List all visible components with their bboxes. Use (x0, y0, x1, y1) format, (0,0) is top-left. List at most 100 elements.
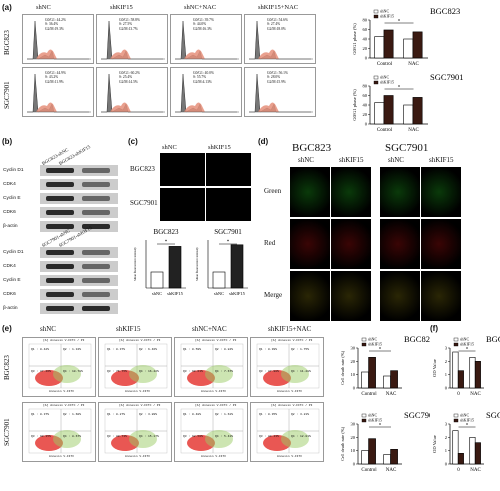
d-cell-line-1: BGC823 (292, 142, 332, 154)
b-top-blot-1 (40, 165, 118, 176)
e-quadrant-4: Q4 : 7.67% (215, 370, 234, 373)
e-dotplot-2-2: [A] Annexin V-FITC / PI Q1 : 0.27% Q2 : 3.… (98, 402, 172, 462)
panel-b-label: (b) (2, 137, 13, 146)
e-dotplot-scatter (104, 343, 168, 389)
e-quadrant-3: Q3 : 87.98% (259, 370, 279, 373)
bar-legend-label-5-1: shNC (460, 337, 469, 342)
a-stat-line: S: 36.4% (45, 22, 59, 27)
a-stat-line: G2/M:16.3% (193, 26, 212, 31)
band-right (82, 306, 110, 311)
c-col-label-1: shNC (162, 144, 177, 151)
d-col-label-1: shNC (298, 156, 314, 164)
e-quadrant-4: Q4 : 10.78% (63, 370, 83, 373)
e-dotplot-1-2: [A] Annexin V-FITC / PI Q1 : 0.37% Q2 : 6.… (98, 337, 172, 397)
bar-chart-ytick-3-3: 20 (351, 359, 356, 364)
bar-chart-ytick-1-1: 0 (365, 56, 368, 61)
bar-legend-swatch-6-2 (453, 418, 459, 423)
bar-chart-ytick-4-1: 0 (353, 462, 356, 467)
bar-chart-cat-5-1: 0 (457, 392, 460, 397)
a-stat-line: G2/M:14.5% (119, 79, 138, 84)
bar-chart-ylabel-2: G0/G1 phase (%) (352, 89, 357, 121)
band-right (82, 264, 110, 269)
e-dotplot-scatter (104, 408, 168, 454)
a-stats-2-1: G0/G1: 44.9% S: 43.2% G2/M:11.9% (45, 71, 66, 84)
c-mini-ylabel-2: Mean fluorescence intensity (195, 247, 199, 281)
d-col-label-3: shNC (388, 156, 404, 164)
a-col-label-3: shNC+NAC (184, 4, 217, 11)
band-left (46, 168, 74, 173)
bar-chart-ytick-2-5: 80 (363, 84, 368, 89)
d-row-label-3: Merge (264, 291, 283, 299)
bar-chart-ylabel-3: Cell death rate (%) (340, 350, 345, 385)
a-stat-line: G0/G1: 44.2% (45, 18, 66, 22)
bar-1-2-2 (412, 31, 423, 59)
bar-1-2-1 (403, 38, 414, 59)
bar-chart-cat-1-1: Control (377, 62, 393, 67)
bar-chart-cat-2-1: Control (377, 128, 393, 133)
bar-chart-sig-1: * (398, 20, 401, 25)
bar-4-2-2 (390, 449, 398, 465)
a-histogram-2-4: G0/G1: 56.1% S: 28.0% G2/M:15.9% (244, 67, 316, 117)
bar-2-1-1 (374, 102, 385, 125)
bar-chart-sig-3: * (379, 348, 382, 353)
bar-chart-ytick-5-3: 2 (445, 359, 447, 364)
d-image-3-2 (331, 271, 371, 321)
b-bottom-protein-label-4: CDK6 (3, 292, 16, 297)
e-xaxis-label: Annexin V-FITC (49, 390, 75, 393)
e-quadrant-1: Q1 : 0.27% (107, 413, 126, 416)
e-dotplot-header: [A] Annexin V-FITC / PI (271, 339, 313, 342)
a-histogram-plot (249, 73, 313, 113)
e-dotplot-scatter (28, 343, 92, 389)
c-micro-sgc7901-shkif15 (206, 188, 251, 221)
b-top-blot-2 (40, 179, 118, 190)
c-mini-title-2: SGC7901 (214, 228, 242, 236)
c-mini-bar-2-1 (212, 271, 226, 289)
a-histogram-2-1: G0/G1: 44.9% S: 43.2% G2/M:11.9% (22, 67, 94, 117)
b-top-blot-3 (40, 193, 118, 204)
b-top-protein-label-4: CDK6 (3, 210, 16, 215)
bar-chart-ytick-2-3: 40 (363, 103, 368, 108)
e-xaxis-label: Annexin V-FITC (49, 455, 75, 458)
e-dotplot-2-1: [A] Annexin V-FITC / PI Q1 : 0.37% Q2 : 1.… (22, 402, 96, 462)
bar-chart-cat-6-2: NAC (470, 468, 481, 473)
a-col-label-2: shKIF15 (110, 4, 133, 11)
a-stat-line: G2/M:4.13% (193, 79, 212, 84)
a-stat-line: G0/G1: 56.1% (267, 71, 288, 75)
a-histogram-1-3: G0/G1: 39.7% S: 44.0% G2/M:16.3% (170, 14, 242, 64)
bar-5-2-1 (469, 357, 476, 389)
e-quadrant-2: Q2 : 0.84% (215, 348, 234, 351)
band-right (82, 224, 110, 229)
a-histogram-1-4: G0/G1: 54.6% S: 27.4% G2/M:18.0% (244, 14, 316, 64)
panel-d-label: (d) (258, 137, 269, 146)
a-stats-1-4: G0/G1: 54.6% S: 27.4% G2/M:18.0% (267, 18, 288, 31)
band-left (46, 306, 74, 311)
a-stat-line: G0/G1: 54.6% (267, 18, 288, 22)
a-row-label-1: BGC823 (3, 30, 11, 56)
bar-chart-sig-5: * (466, 348, 469, 353)
bar-chart-ytick-2-2: 20 (363, 112, 368, 117)
e-dotplot-header: [A] Annexin V-FITC / PI (43, 404, 85, 407)
b-top-protein-label-3: Cyclin E (3, 196, 21, 201)
bar-chart-title-4: SGC7901 (404, 410, 430, 420)
panel-f-label: (f) (430, 324, 438, 333)
c-micro-bgc823-shkif15 (206, 153, 251, 186)
bar-5-1-2 (457, 370, 464, 389)
bar-chart-ytick-6-1: 0 (445, 462, 448, 467)
bar-chart-ytick-4-3: 20 (351, 435, 356, 440)
d-image-3-4 (421, 271, 461, 321)
bar-legend-label-3-2: shKIF15 (368, 342, 382, 347)
a-stats-1-1: G0/G1: 44.2% S: 36.4% G2/M:19.3% (45, 18, 66, 31)
a-stat-line: G2/M:15.9% (267, 79, 286, 84)
bar-chart-ytick-6-4: 3 (445, 422, 448, 427)
c-mini-bar-1-2 (168, 246, 182, 289)
d-image-1-2 (331, 167, 371, 217)
bar-legend-label-4-2: shKIF15 (368, 418, 382, 423)
d-image-3-1 (290, 271, 330, 321)
bar-4-1-1 (361, 450, 369, 465)
b-bottom-protein-label-1: Cyclin D1 (3, 250, 24, 255)
e-quadrant-3: Q3 : 80.73% (107, 435, 127, 438)
c-mini-title-1: BGC823 (154, 228, 179, 236)
a-stat-line: G2/M:13.7% (119, 26, 138, 31)
c-mini-cat-1-2: shKIF15 (167, 291, 184, 296)
bar-6-2-2 (474, 442, 481, 465)
